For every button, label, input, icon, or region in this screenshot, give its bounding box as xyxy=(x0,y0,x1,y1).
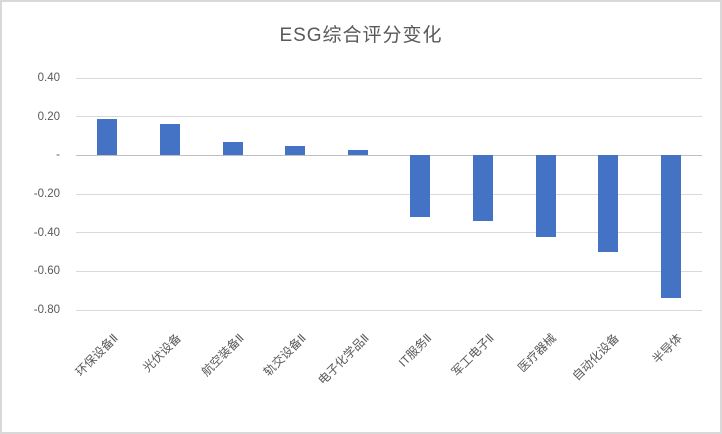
y-axis-tick-label: -0.20 xyxy=(33,188,60,200)
x-axis-category-label: 环保设备Ⅱ xyxy=(73,331,122,380)
chart-title: ESG综合评分变化 xyxy=(279,25,443,46)
bar-1 xyxy=(97,118,118,156)
bar-9 xyxy=(598,155,619,252)
bar-7 xyxy=(472,155,493,222)
x-axis-category-label: 半导体 xyxy=(649,331,685,367)
gridline xyxy=(76,116,702,118)
gridline xyxy=(76,309,702,311)
x-axis-category-label: 军工电子Ⅱ xyxy=(448,331,497,380)
y-axis-tick-label: 0.20 xyxy=(37,110,60,123)
gridline xyxy=(76,193,702,195)
gridline xyxy=(76,77,702,79)
y-axis-tick-label: -0.40 xyxy=(33,226,60,239)
gridline xyxy=(76,232,702,234)
y-axis-tick-label: - xyxy=(56,149,60,162)
bar-5 xyxy=(347,149,368,156)
bar-8 xyxy=(535,155,556,237)
x-axis-category-label: 航空装备Ⅱ xyxy=(198,331,247,380)
x-axis-category-label: 医疗器械 xyxy=(515,331,560,375)
x-axis-category-label: 光伏设备 xyxy=(139,331,184,375)
bar-3 xyxy=(222,141,243,156)
y-axis-tick-label: -0.60 xyxy=(33,265,60,278)
y-axis-tick-label: -0.80 xyxy=(33,304,60,316)
bar-6 xyxy=(410,155,431,218)
bar-2 xyxy=(159,124,180,156)
gridline xyxy=(76,270,702,272)
bar-10 xyxy=(660,155,681,299)
zero-axis-line xyxy=(76,154,702,156)
x-axis-category-label: 自动化设备 xyxy=(569,331,623,384)
bar-4 xyxy=(285,145,306,156)
x-axis-category-label: 电子化学品Ⅱ xyxy=(315,331,372,388)
y-axis-tick-label: 0.40 xyxy=(37,72,60,84)
x-axis-category-label: 轨交设备Ⅱ xyxy=(260,331,310,380)
x-axis-category-label: IT服务Ⅱ xyxy=(395,331,435,370)
